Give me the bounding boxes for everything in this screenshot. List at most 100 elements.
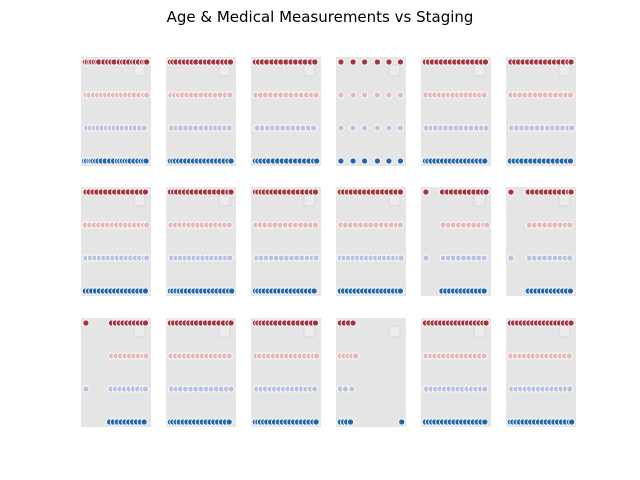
legend-box [388, 194, 401, 207]
data-point [349, 91, 357, 99]
data-point [226, 254, 234, 262]
data-point [398, 418, 406, 426]
data-point [311, 319, 319, 327]
data-point [422, 188, 430, 196]
data-point [385, 157, 393, 165]
legend-box [133, 325, 146, 338]
data-point [82, 319, 90, 327]
data-point [480, 254, 488, 262]
data-point [373, 91, 381, 99]
data-point [373, 157, 381, 165]
subplot-16 [336, 318, 406, 427]
legend-box [303, 64, 316, 77]
data-point [361, 157, 369, 165]
legend-box [218, 325, 231, 338]
data-point [226, 58, 234, 66]
data-point [385, 91, 393, 99]
data-point [566, 385, 574, 393]
data-point [225, 124, 233, 132]
data-point [352, 352, 360, 360]
data-point [227, 385, 235, 393]
legend-box [388, 64, 401, 77]
legend-box [558, 325, 571, 338]
data-point [141, 188, 149, 196]
data-point [566, 157, 574, 165]
subplot-8 [166, 187, 236, 296]
data-point [565, 352, 573, 360]
subplot-11 [421, 187, 491, 296]
data-point [396, 157, 404, 165]
data-point [483, 221, 491, 229]
data-point [312, 254, 320, 262]
data-point [396, 287, 404, 295]
data-point [310, 287, 318, 295]
data-point [507, 254, 515, 262]
data-point [482, 188, 490, 196]
data-point [142, 352, 150, 360]
data-point [143, 254, 151, 262]
data-point [142, 157, 150, 165]
data-point [349, 157, 357, 165]
subplot-4 [336, 57, 406, 166]
data-point [566, 221, 574, 229]
data-point [566, 287, 574, 295]
panel-grid [81, 57, 576, 427]
legend-box [558, 194, 571, 207]
subplot-12 [506, 187, 576, 296]
data-point [82, 385, 90, 393]
data-point [481, 157, 489, 165]
subplot-9 [251, 187, 321, 296]
data-point [337, 124, 345, 132]
data-point [396, 188, 404, 196]
data-point [480, 287, 488, 295]
subplot-10 [336, 187, 406, 296]
legend-box [473, 64, 486, 77]
data-point [396, 91, 404, 99]
data-point [309, 124, 318, 132]
data-point [385, 124, 393, 132]
data-point [361, 124, 369, 132]
data-point [311, 58, 319, 66]
data-point [480, 352, 488, 360]
chart-title: Age & Medical Measurements vs Staging [167, 8, 474, 26]
legend-box [558, 64, 571, 77]
data-point [482, 319, 490, 327]
legend-box [218, 64, 231, 77]
data-point [140, 124, 148, 132]
legend-box [303, 325, 316, 338]
data-point [568, 124, 576, 132]
data-point [225, 418, 233, 426]
data-point [349, 58, 357, 66]
data-point [361, 91, 369, 99]
subplot-14 [166, 318, 236, 427]
data-point [337, 58, 345, 66]
data-point [311, 385, 319, 393]
data-point [396, 58, 404, 66]
data-point [348, 385, 356, 393]
subplot-5 [421, 57, 491, 166]
data-point [143, 221, 151, 229]
data-point [373, 124, 381, 132]
data-point [373, 58, 381, 66]
data-point [482, 124, 490, 132]
data-point [312, 91, 320, 99]
legend-box [388, 325, 401, 338]
data-point [143, 58, 151, 66]
legend-box [473, 325, 486, 338]
data-point [396, 221, 404, 229]
data-point [140, 418, 148, 426]
data-point [143, 91, 151, 99]
data-point [141, 287, 149, 295]
data-point [311, 221, 319, 229]
data-point [313, 352, 321, 360]
data-point [312, 418, 320, 426]
subplot-3 [251, 57, 321, 166]
data-point [567, 188, 575, 196]
legend-box [303, 194, 316, 207]
data-point [225, 352, 233, 360]
data-point [313, 157, 321, 165]
data-point [507, 188, 515, 196]
subplot-18 [506, 318, 576, 427]
data-point [341, 385, 349, 393]
